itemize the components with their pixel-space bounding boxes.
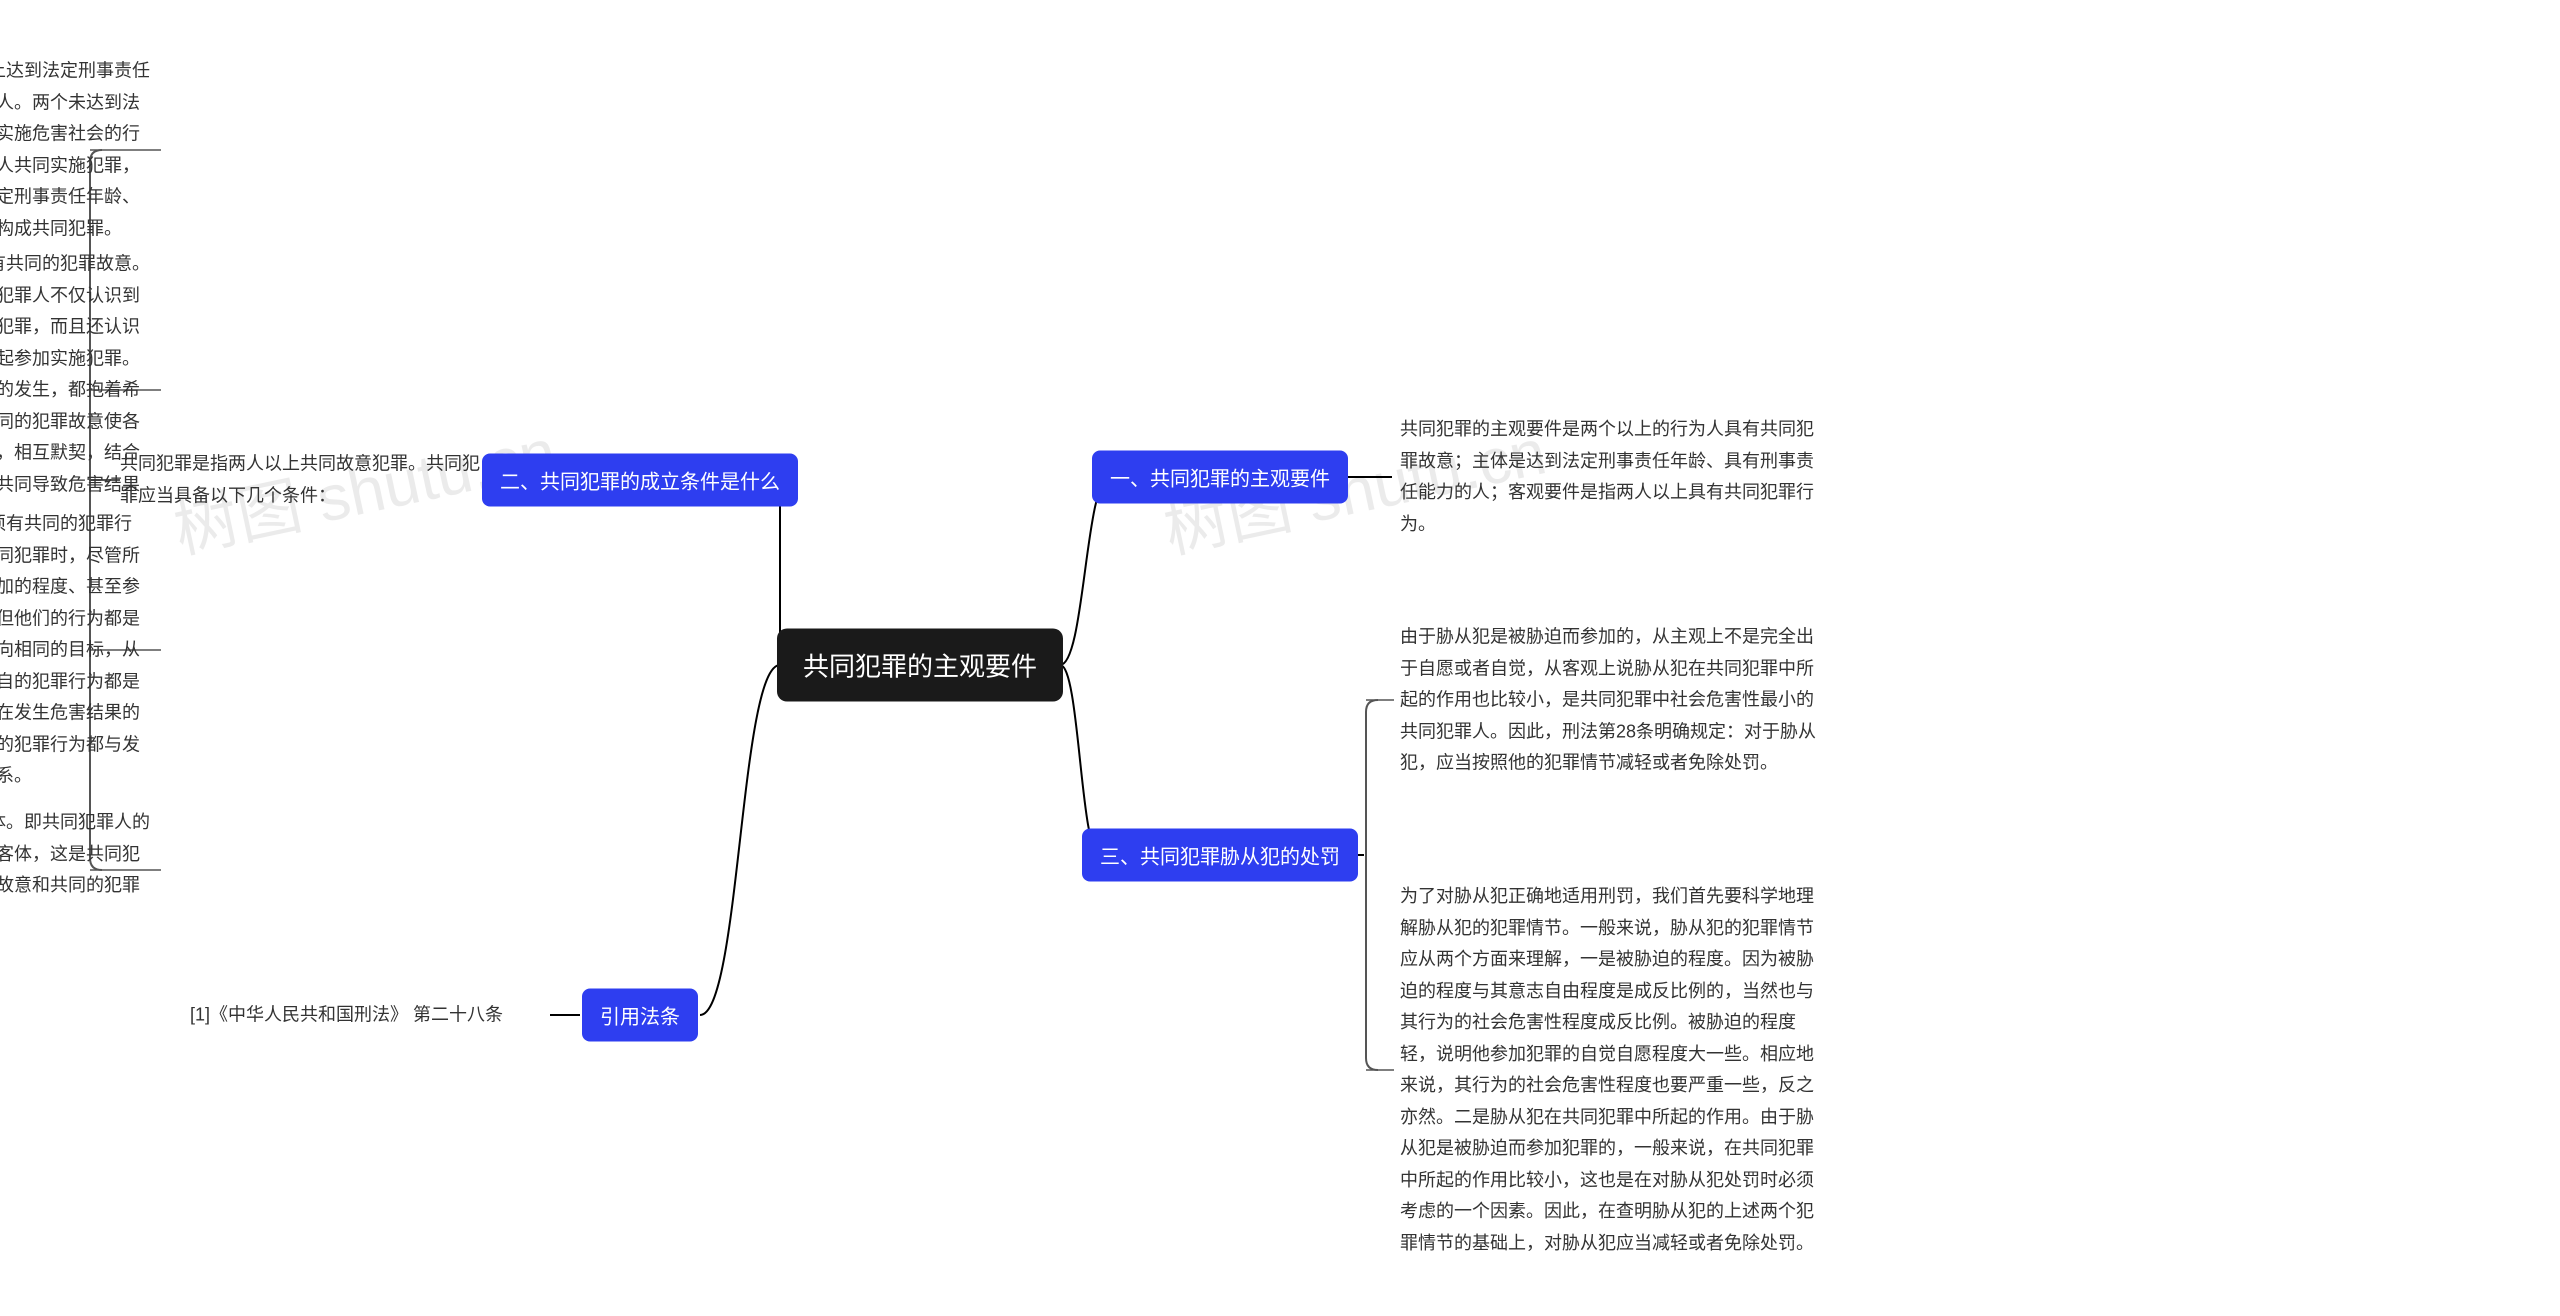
branch-b2-leaf-1: 2、共同犯罪人主观上必须有共同的犯罪故意。这里有两层意思：一是共同犯罪人不仅认识… [0,248,155,532]
branch-b1-leaf-0: 共同犯罪的主观要件是两个以上的行为人具有共同犯罪故意；主体是达到法定刑事责任年龄… [1400,414,1820,540]
branch-b3-leaf-0: 由于胁从犯是被胁迫而参加的，从主观上不是完全出于自愿或者自觉，从客观上说胁从犯在… [1400,621,1820,779]
branch-b1: 一、共同犯罪的主观要件 [1092,451,1348,504]
mindmap-edges [0,0,2560,1316]
branch-b4-leaf-0: [1]《中华人民共和国刑法》 第二十八条 [190,999,550,1031]
branch-b2-leaf-0: 1、必须是两个或者两个以上达到法定刑事责任年龄、具有刑事责任能力的人。两个未达到… [0,56,155,245]
branch-b3: 三、共同犯罪胁从犯的处罚 [1082,829,1358,882]
root-node: 共同犯罪的主观要件 [777,629,1063,702]
branch-b2: 二、共同犯罪的成立条件是什么 [482,454,798,507]
branch-b4: 引用法条 [582,989,698,1042]
branch-b2-leaf-3: 4、必须具有共同的犯罪客体。即共同犯罪人的犯罪行为必须指向同一犯罪客体，这是共同… [0,807,155,933]
branch-b2-intro: 共同犯罪是指两人以上共同故意犯罪。共同犯罪应当具备以下几个条件： [120,449,490,512]
branch-b3-leaf-1: 为了对胁从犯正确地适用刑罚，我们首先要科学地理解胁从犯的犯罪情节。一般来说，胁从… [1400,881,1820,1259]
branch-b2-leaf-2: 3、共同犯罪人在客观上必须有共同的犯罪行为。各共同犯罪人在实施共同犯罪时，尽管所… [0,508,155,792]
